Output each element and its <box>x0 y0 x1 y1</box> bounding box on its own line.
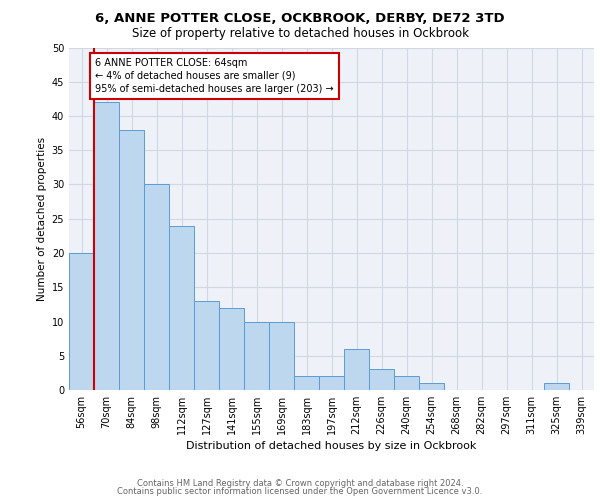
Bar <box>269 322 294 390</box>
Text: Contains HM Land Registry data © Crown copyright and database right 2024.: Contains HM Land Registry data © Crown c… <box>137 478 463 488</box>
Text: 6 ANNE POTTER CLOSE: 64sqm
← 4% of detached houses are smaller (9)
95% of semi-d: 6 ANNE POTTER CLOSE: 64sqm ← 4% of detac… <box>95 58 334 94</box>
Bar <box>419 383 444 390</box>
Bar <box>369 370 394 390</box>
Bar <box>294 376 319 390</box>
Bar <box>219 308 244 390</box>
Bar <box>544 383 569 390</box>
Bar <box>94 102 119 390</box>
Bar <box>169 226 194 390</box>
Bar <box>144 184 169 390</box>
Text: 6, ANNE POTTER CLOSE, OCKBROOK, DERBY, DE72 3TD: 6, ANNE POTTER CLOSE, OCKBROOK, DERBY, D… <box>95 12 505 26</box>
Bar <box>319 376 344 390</box>
Bar <box>394 376 419 390</box>
X-axis label: Distribution of detached houses by size in Ockbrook: Distribution of detached houses by size … <box>187 441 476 451</box>
Bar <box>194 301 219 390</box>
Bar <box>119 130 144 390</box>
Bar <box>244 322 269 390</box>
Y-axis label: Number of detached properties: Number of detached properties <box>37 136 47 301</box>
Bar <box>69 253 94 390</box>
Text: Contains public sector information licensed under the Open Government Licence v3: Contains public sector information licen… <box>118 487 482 496</box>
Bar <box>344 349 369 390</box>
Text: Size of property relative to detached houses in Ockbrook: Size of property relative to detached ho… <box>131 28 469 40</box>
